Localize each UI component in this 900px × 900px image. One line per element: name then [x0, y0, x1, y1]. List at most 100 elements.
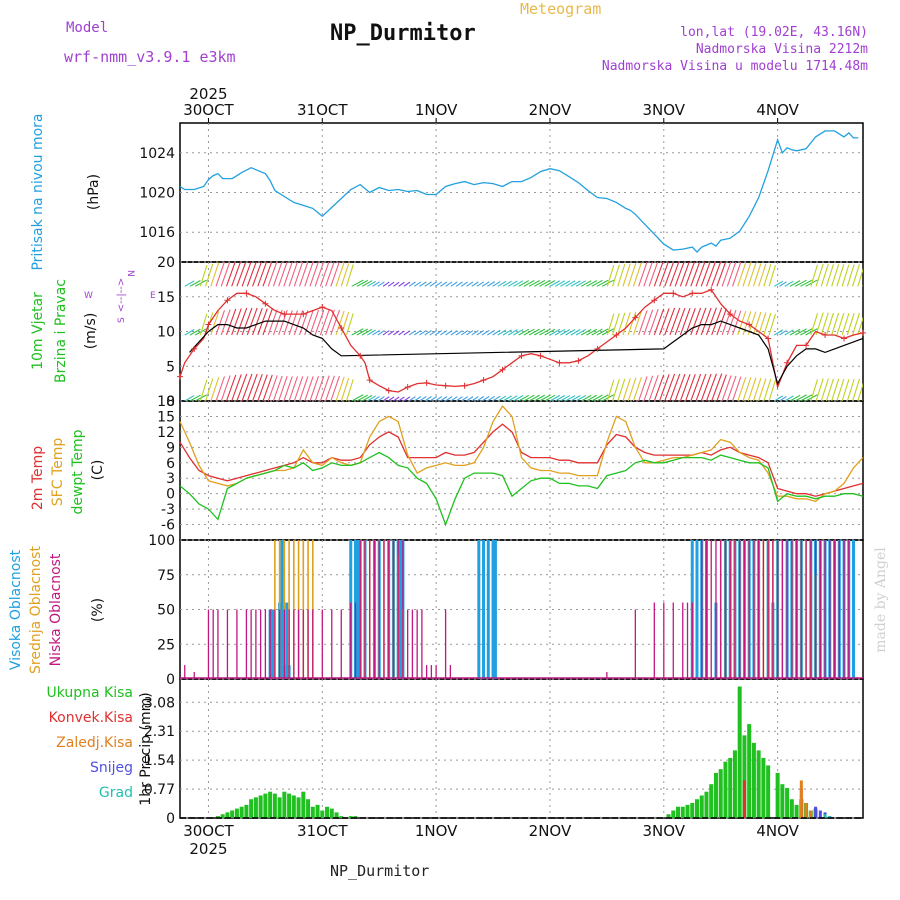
y-tick-label: 25 — [157, 637, 175, 653]
wind-arrow — [664, 262, 675, 287]
wind-arrow — [575, 395, 586, 401]
wind-speed-marker — [319, 304, 326, 311]
wind-arrow — [351, 279, 364, 287]
wind-speed-marker — [366, 377, 373, 384]
wind-arrow — [434, 396, 443, 401]
cloud-low-bar — [421, 609, 423, 679]
precip-bar-0 — [282, 791, 287, 818]
wind-arrow — [528, 328, 540, 336]
wind-speed-marker — [423, 379, 430, 386]
wind-arrow — [314, 375, 325, 401]
wind-arrow — [815, 263, 824, 287]
wind-arrow — [429, 281, 438, 287]
cloud-axis-title-3: Niska Oblacnost — [48, 553, 64, 666]
compass-s: S — [117, 317, 127, 323]
wind-arrow — [252, 374, 263, 401]
wind-arrow — [434, 330, 443, 336]
wind-arrow — [554, 328, 566, 336]
wind-arrow — [283, 376, 293, 401]
wind-arrow — [272, 309, 283, 336]
y-tick-label: 2.31 — [144, 724, 175, 740]
precip-bar-0 — [737, 686, 742, 818]
precip-bar-0 — [709, 784, 714, 818]
cloud-low-bar — [748, 540, 750, 679]
wind-arrow — [189, 280, 201, 287]
wind-arrow — [632, 262, 642, 287]
wind-arrow — [507, 280, 518, 287]
y-tick-label: -6 — [161, 518, 175, 534]
wind-arrow — [476, 396, 485, 401]
wind-speed-marker — [224, 297, 231, 304]
cloud-low-bar — [264, 609, 267, 679]
wind-arrow — [382, 281, 390, 287]
precip-legend-1: Konvek.Kisa — [49, 710, 133, 726]
cloud-high-bar — [486, 540, 490, 679]
wind-arrow — [335, 262, 345, 287]
wind-arrow — [700, 262, 711, 287]
temp-2m-line — [179, 423, 864, 497]
wind-arrow — [789, 280, 801, 287]
wind-arrow — [794, 394, 807, 401]
cloud-low-bar — [288, 609, 290, 679]
wind-arrow — [622, 263, 631, 287]
cloud-low-bar — [776, 540, 779, 679]
precip-bar-0 — [728, 757, 733, 818]
wind-arrow — [596, 394, 609, 401]
cloud-low-bar — [250, 609, 252, 679]
wind-arrow — [345, 379, 354, 401]
wind-arrow — [857, 382, 863, 401]
wind-arrow — [690, 307, 702, 336]
bottom-day-label: 4NOV — [756, 822, 799, 840]
wind-arrow — [643, 262, 653, 287]
wind-arrow — [534, 394, 546, 401]
wind-arrow — [862, 399, 863, 401]
wind-arrow — [398, 396, 405, 401]
cloud-high-bar — [482, 540, 486, 679]
wind-arrow — [304, 310, 314, 336]
wind-arrow — [340, 377, 350, 401]
wind-speed-line — [179, 289, 864, 393]
wind-arrow — [705, 373, 717, 401]
y-tick-label: 20 — [157, 255, 175, 271]
precip-bar-0 — [277, 797, 282, 818]
cloud-low-bar — [762, 540, 765, 679]
precip-legend-4: Grad — [99, 785, 133, 801]
cloud-low-bar — [606, 672, 608, 679]
wind-arrow — [674, 373, 686, 401]
wind-arrow — [455, 330, 463, 336]
wind-arrow — [492, 329, 501, 336]
wind-speed-marker — [480, 377, 487, 384]
wind-arrow — [810, 379, 819, 401]
wind-arrow — [632, 310, 642, 336]
wind-arrow — [852, 378, 861, 401]
wind-speed-marker — [177, 373, 183, 380]
wind-arrow — [549, 394, 561, 401]
wind-arrow — [450, 396, 458, 401]
wind-arrow — [246, 262, 257, 287]
meteogram-subtitle: Meteogram — [520, 0, 602, 18]
wind-speed-marker — [841, 335, 848, 342]
wind-arrow — [685, 374, 696, 401]
wind-arrow — [643, 375, 654, 401]
wind-arrow — [184, 329, 195, 336]
wind-arrow — [393, 281, 400, 287]
wind-arrow — [539, 328, 551, 336]
wind-arrow — [768, 265, 776, 287]
cloud-low-bar — [274, 609, 276, 679]
wind-arrow — [752, 311, 762, 336]
precip-bar-0 — [325, 806, 330, 818]
y-tick-label: 0 — [166, 487, 175, 503]
wind-arrow — [356, 394, 369, 401]
wind-axis-title-2: Brzina i Pravac — [53, 279, 69, 383]
wind-arrow — [716, 374, 727, 401]
wind-arrow — [309, 375, 320, 401]
wind-arrow — [419, 330, 427, 336]
wind-arrow — [440, 330, 448, 336]
wind-arrow — [502, 280, 512, 287]
bottom-day-label: 2NOV — [529, 822, 572, 840]
wind-arrow — [836, 264, 845, 287]
wind-arrow — [679, 308, 691, 336]
precip-bar-0 — [742, 735, 747, 818]
wind-speed-marker — [594, 345, 601, 352]
cloud-low-bar — [364, 540, 366, 679]
